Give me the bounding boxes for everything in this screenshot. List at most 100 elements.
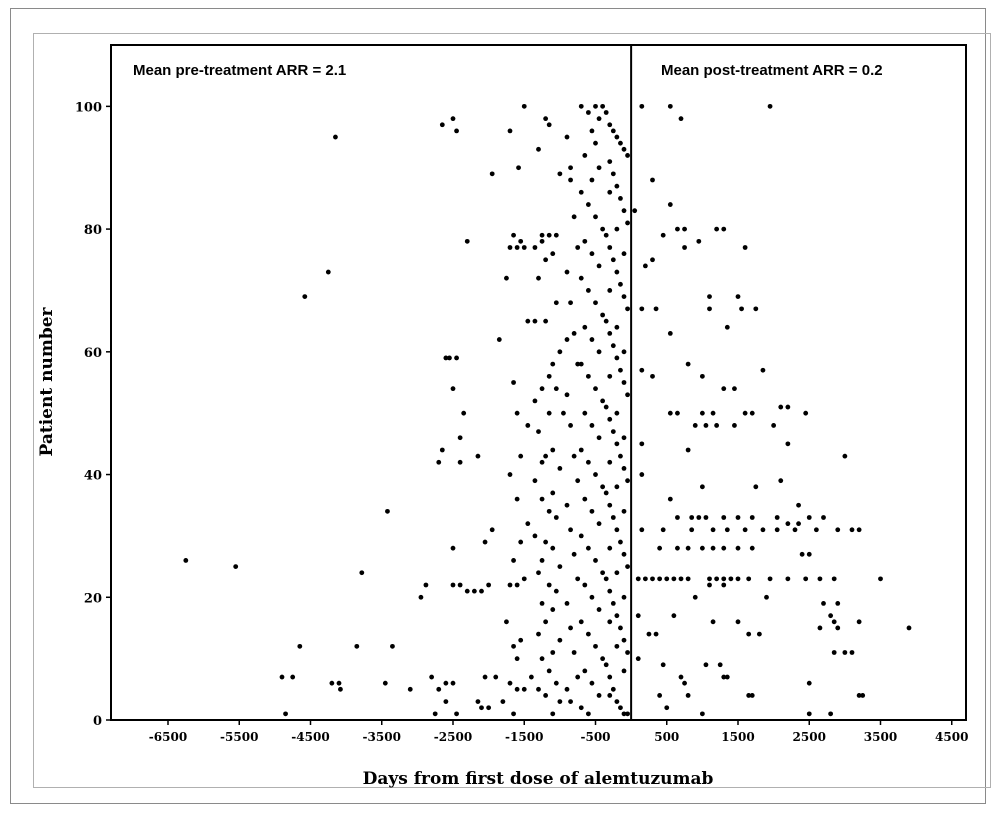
data-point bbox=[585, 545, 591, 551]
data-point bbox=[742, 245, 748, 250]
data-point bbox=[596, 263, 602, 269]
data-point bbox=[454, 128, 459, 134]
data-point bbox=[582, 410, 588, 416]
data-point bbox=[511, 643, 516, 649]
data-point bbox=[568, 177, 573, 183]
data-point bbox=[418, 594, 424, 600]
data-point bbox=[756, 631, 762, 637]
data-point bbox=[842, 453, 848, 459]
data-point bbox=[675, 226, 680, 232]
data-point bbox=[325, 269, 331, 275]
data-point bbox=[600, 656, 606, 662]
data-point bbox=[582, 496, 588, 502]
data-point bbox=[621, 668, 627, 674]
data-point bbox=[685, 447, 691, 453]
data-point bbox=[550, 607, 556, 612]
data-point bbox=[571, 453, 577, 459]
data-point bbox=[742, 410, 748, 416]
data-point bbox=[575, 576, 581, 582]
data-point bbox=[450, 545, 456, 551]
data-point bbox=[603, 576, 609, 582]
data-point bbox=[678, 576, 684, 582]
data-point bbox=[539, 386, 545, 392]
data-point bbox=[796, 502, 801, 508]
y-tick-label: 40 bbox=[84, 469, 102, 484]
data-point bbox=[564, 134, 570, 140]
data-point bbox=[585, 202, 591, 207]
data-point bbox=[561, 410, 566, 416]
data-point bbox=[568, 165, 573, 171]
data-point bbox=[621, 435, 627, 441]
data-point bbox=[657, 576, 663, 582]
data-point bbox=[578, 533, 584, 539]
data-point bbox=[618, 281, 623, 287]
data-points bbox=[183, 103, 912, 717]
data-point bbox=[835, 625, 841, 631]
data-point bbox=[532, 398, 538, 404]
data-point bbox=[856, 527, 862, 533]
data-point bbox=[607, 693, 613, 698]
data-point bbox=[735, 576, 741, 582]
data-point bbox=[831, 650, 837, 655]
data-point bbox=[710, 527, 716, 533]
data-point bbox=[504, 275, 509, 281]
data-point bbox=[714, 423, 720, 428]
data-point bbox=[593, 643, 598, 649]
data-point bbox=[671, 576, 677, 582]
data-point bbox=[614, 324, 620, 330]
data-point bbox=[543, 453, 549, 459]
data-point bbox=[614, 410, 620, 416]
data-point bbox=[685, 361, 691, 367]
data-point bbox=[338, 686, 343, 692]
data-point bbox=[675, 545, 680, 551]
data-point bbox=[596, 607, 602, 612]
data-point bbox=[856, 693, 862, 698]
data-point bbox=[578, 103, 584, 109]
data-point bbox=[856, 619, 862, 625]
data-point bbox=[596, 349, 602, 355]
data-point bbox=[359, 570, 365, 576]
data-point bbox=[621, 551, 627, 557]
data-point bbox=[514, 686, 520, 692]
data-point bbox=[618, 625, 623, 631]
data-point bbox=[749, 545, 755, 551]
data-point bbox=[625, 392, 630, 398]
data-point bbox=[724, 527, 730, 533]
data-point bbox=[593, 386, 598, 392]
data-point bbox=[675, 515, 680, 520]
data-point bbox=[675, 410, 680, 416]
data-point bbox=[639, 527, 645, 533]
data-point bbox=[600, 398, 606, 404]
data-point bbox=[532, 318, 538, 324]
data-point bbox=[539, 459, 545, 465]
data-point bbox=[183, 558, 189, 563]
data-point bbox=[635, 656, 641, 662]
data-point bbox=[639, 441, 645, 447]
data-point bbox=[618, 539, 623, 545]
data-point bbox=[333, 134, 338, 140]
data-point bbox=[860, 693, 866, 698]
data-point bbox=[607, 416, 613, 422]
annotation-pre-treatment: Mean pre-treatment ARR = 2.1 bbox=[133, 62, 346, 79]
data-point bbox=[557, 349, 563, 355]
data-point bbox=[550, 711, 556, 717]
data-point bbox=[593, 472, 598, 477]
data-point bbox=[835, 527, 841, 533]
data-point bbox=[607, 245, 613, 250]
data-point bbox=[621, 466, 627, 471]
data-point bbox=[454, 355, 459, 361]
data-point bbox=[593, 140, 598, 146]
data-point bbox=[703, 662, 709, 668]
data-point bbox=[589, 251, 595, 257]
data-point bbox=[610, 515, 616, 520]
data-point bbox=[746, 693, 752, 698]
data-point bbox=[906, 625, 912, 631]
data-point bbox=[564, 502, 570, 508]
data-point bbox=[536, 429, 541, 434]
data-point bbox=[443, 355, 449, 361]
data-point bbox=[618, 453, 623, 459]
data-point bbox=[457, 435, 463, 441]
data-point bbox=[632, 208, 638, 214]
data-point bbox=[717, 662, 723, 668]
data-point bbox=[539, 238, 545, 244]
